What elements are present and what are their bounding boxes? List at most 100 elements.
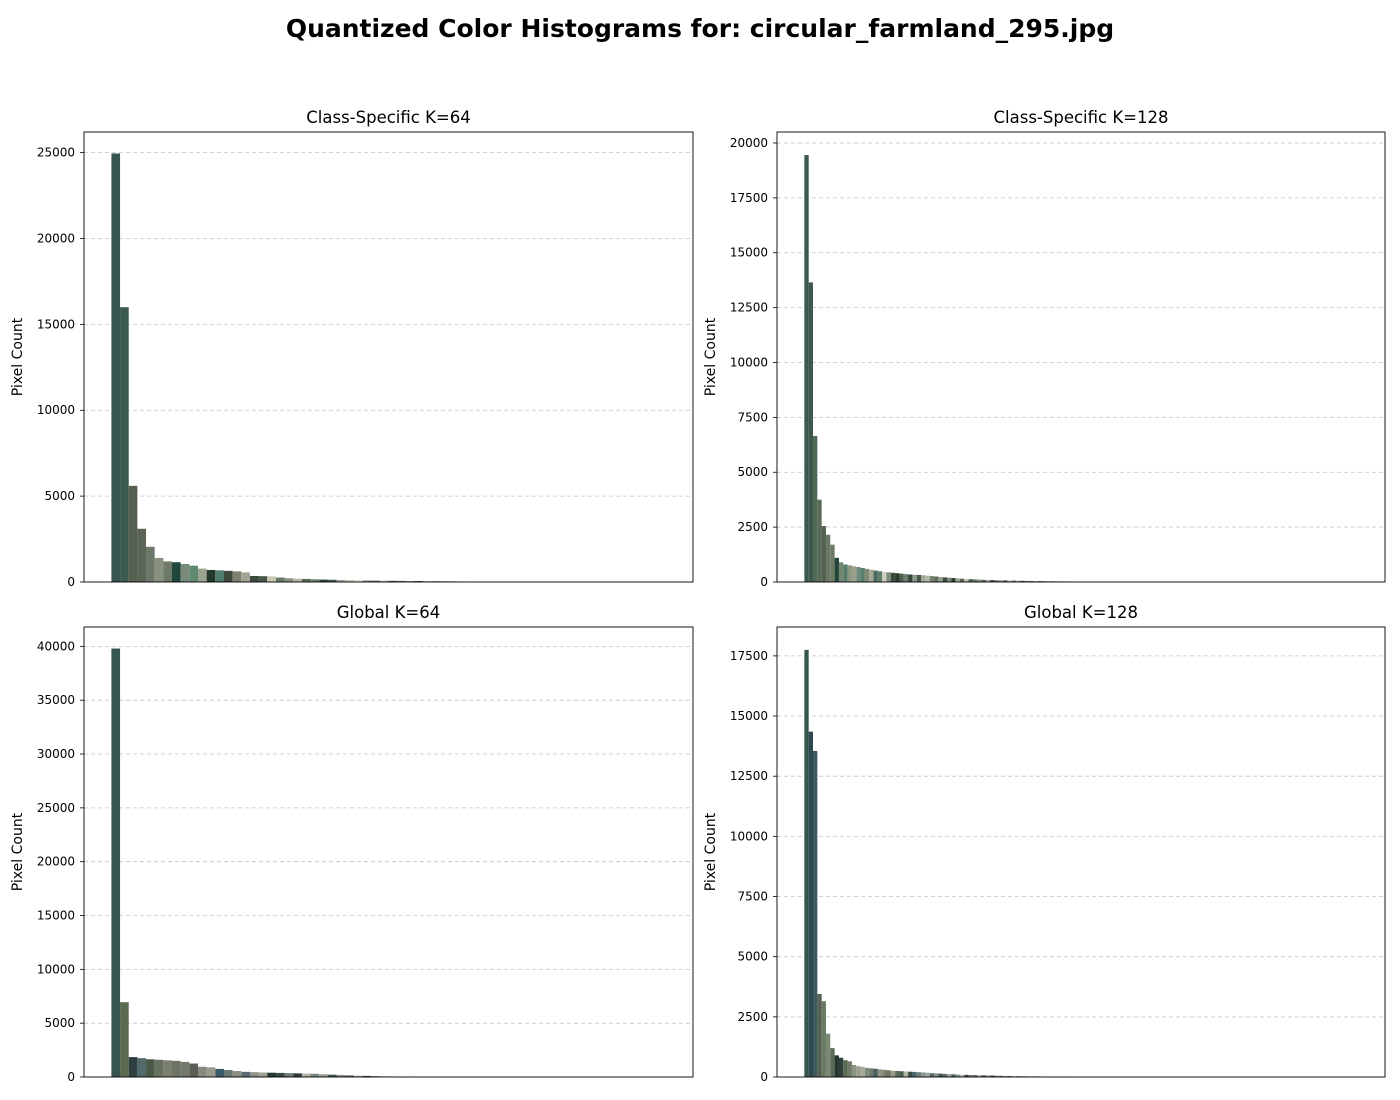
- histogram-bar: [964, 578, 969, 582]
- chart-title: Global K=128: [1024, 603, 1138, 622]
- histogram-bar: [882, 1069, 887, 1077]
- histogram-bar: [890, 572, 896, 582]
- histogram-bar: [912, 574, 917, 582]
- histogram-bar: [994, 1075, 999, 1077]
- histogram-bar: [860, 1066, 865, 1077]
- histogram-bar: [1024, 580, 1030, 582]
- histogram-bar: [223, 1070, 233, 1077]
- histogram-bar: [899, 573, 904, 582]
- histogram-bar: [886, 1070, 891, 1077]
- y-tick-label: 5000: [737, 950, 768, 964]
- histogram-bar: [929, 576, 935, 582]
- histogram-bar: [990, 1075, 995, 1077]
- histogram-bar: [882, 571, 887, 582]
- histogram-bar: [838, 562, 844, 582]
- histogram-bar: [895, 573, 900, 582]
- y-tick-label: 15000: [37, 909, 75, 923]
- histogram-bar: [345, 1075, 354, 1077]
- histogram-bar: [232, 1071, 242, 1077]
- histogram-bar: [985, 1075, 991, 1077]
- histogram-bar: [921, 575, 926, 582]
- histogram-bar: [388, 580, 398, 582]
- histogram-bar: [998, 580, 1004, 582]
- histogram-bar: [284, 578, 294, 582]
- histogram-bar: [860, 567, 865, 582]
- histogram-bar: [1007, 580, 1012, 582]
- histogram-bar: [938, 1073, 943, 1077]
- histogram-bar: [319, 1074, 328, 1077]
- histogram-bar: [1003, 580, 1008, 582]
- histogram-bar: [414, 581, 424, 582]
- y-tick-label: 25000: [37, 801, 75, 815]
- histogram-bar: [864, 568, 870, 582]
- histogram-bar: [362, 580, 372, 582]
- histogram-bar: [890, 1070, 896, 1077]
- y-tick-label: 17500: [730, 191, 768, 205]
- histogram-bar: [834, 1055, 839, 1077]
- histogram-bar: [813, 750, 818, 1077]
- histogram-bar: [1033, 581, 1038, 582]
- histogram-bar: [813, 436, 818, 582]
- histogram-bar: [353, 1075, 363, 1077]
- histogram-bar: [873, 1068, 878, 1077]
- histogram-bar: [215, 570, 224, 582]
- histogram-bar: [405, 580, 415, 582]
- y-tick-label: 0: [760, 575, 768, 589]
- y-tick-label: 7500: [737, 890, 768, 904]
- histogram-bar: [856, 1066, 861, 1077]
- histogram-bar: [951, 578, 956, 582]
- histogram-bar: [959, 578, 965, 582]
- histogram-bar: [163, 561, 173, 582]
- histogram-bar: [964, 1074, 969, 1077]
- histogram-bar: [249, 575, 259, 582]
- histogram-bar: [293, 1073, 302, 1077]
- histogram-bar: [258, 576, 268, 582]
- histogram-bar: [825, 1033, 831, 1077]
- histogram-bar: [925, 1072, 930, 1077]
- histogram-bar: [267, 576, 276, 582]
- y-tick-label: 10000: [37, 962, 75, 976]
- histogram-bar: [908, 574, 913, 582]
- histogram-bar: [1003, 1075, 1008, 1077]
- histogram-bar: [172, 1060, 181, 1077]
- histogram-bar: [163, 1060, 173, 1077]
- histogram-bar: [977, 1075, 982, 1077]
- histogram-bar: [817, 499, 822, 582]
- y-tick-label: 17500: [730, 649, 768, 663]
- histogram-bar: [903, 1071, 909, 1077]
- histogram-bar: [232, 571, 242, 582]
- axes-frame: [776, 626, 1386, 1078]
- histogram-bar: [310, 579, 320, 582]
- histogram-bar: [994, 580, 999, 582]
- histogram-bar: [146, 546, 155, 582]
- histogram-bar: [804, 155, 809, 583]
- histogram-bar: [929, 1073, 935, 1077]
- histogram-bar: [336, 579, 346, 582]
- histogram-bar: [215, 1068, 224, 1077]
- histogram-bar: [154, 557, 164, 582]
- y-tick-label: 2500: [737, 520, 768, 534]
- histogram-bar: [908, 1071, 913, 1077]
- histogram-bar: [972, 579, 978, 582]
- histogram-bar: [371, 580, 380, 582]
- histogram-bar: [942, 1073, 948, 1077]
- y-tick-label: 40000: [37, 639, 75, 653]
- histogram-bar: [921, 1072, 926, 1077]
- histogram-bar: [825, 534, 831, 582]
- histogram-bar: [925, 575, 930, 582]
- histogram-bar: [249, 1072, 259, 1077]
- y-tick-label: 2500: [737, 1010, 768, 1024]
- histogram-bar: [886, 572, 891, 582]
- y-tick-label: 7500: [737, 410, 768, 424]
- y-tick-label: 5000: [44, 1016, 75, 1030]
- histogram-bar: [895, 1070, 900, 1077]
- histogram-bar: [275, 1072, 285, 1077]
- histogram-bar: [327, 579, 337, 582]
- histogram-bar: [990, 580, 995, 582]
- histogram-bar: [934, 576, 939, 582]
- histogram-bar: [180, 563, 190, 582]
- histogram-bar: [830, 1048, 835, 1077]
- histogram-bar: [959, 1074, 965, 1077]
- y-axis-label: Pixel Count: [10, 812, 26, 891]
- histogram-bar: [838, 1057, 844, 1077]
